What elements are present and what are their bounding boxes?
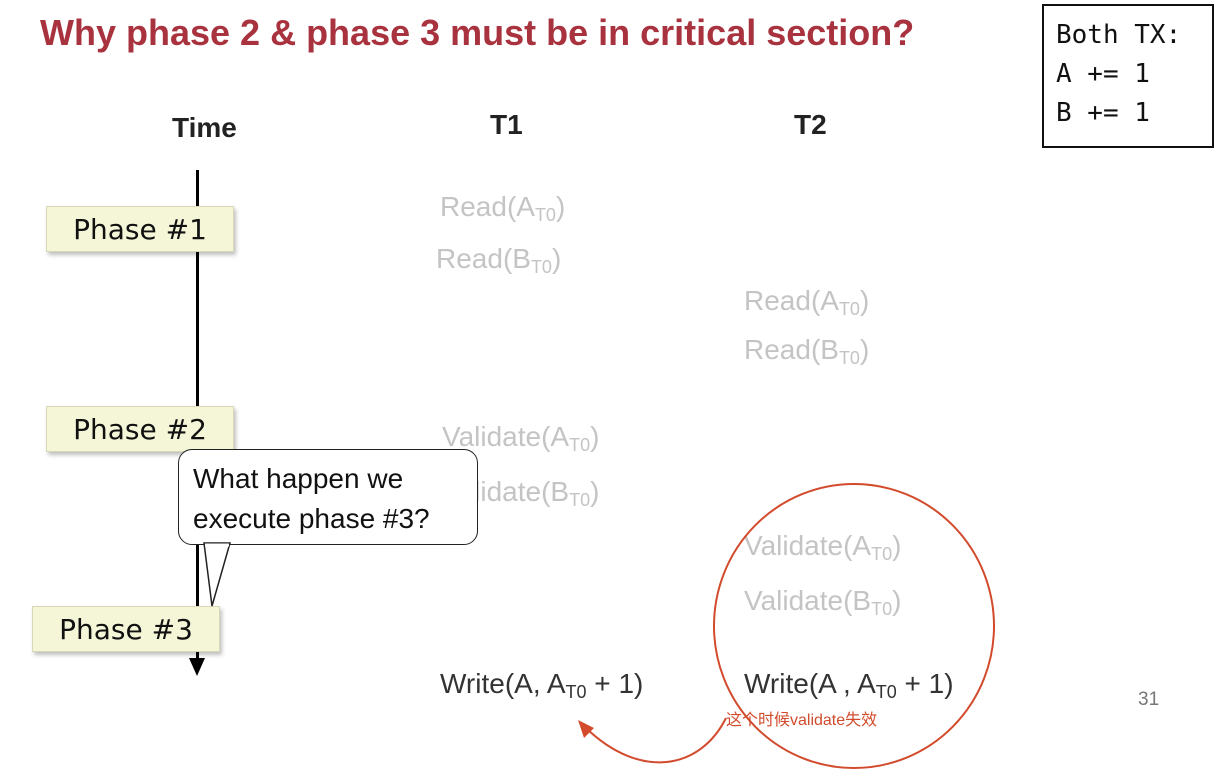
code-box: Both TX: A += 1 B += 1 bbox=[1042, 4, 1214, 148]
op-text-tail: ) bbox=[555, 191, 566, 222]
op-text: Write(A, A bbox=[440, 668, 566, 699]
op-text-tail: + 1) bbox=[896, 668, 954, 699]
op-text: Read(B bbox=[744, 334, 839, 365]
op-text-tail: ) bbox=[859, 334, 870, 365]
op-text-tail: ) bbox=[551, 243, 562, 274]
op-subscript: T0 bbox=[565, 682, 587, 702]
op-text: Validate(B bbox=[744, 585, 872, 616]
time-header: Time bbox=[172, 112, 237, 143]
t1-write-a: Write(A, AT0 + 1) bbox=[440, 668, 643, 703]
page-number: 31 bbox=[1138, 689, 1160, 710]
op-subscript: T0 bbox=[838, 348, 860, 368]
phase-3-label: Phase #3 bbox=[32, 606, 220, 652]
op-subscript: T0 bbox=[534, 205, 556, 225]
op-subscript: T0 bbox=[838, 299, 860, 319]
op-text: Validate(A bbox=[442, 421, 570, 452]
t2-read-a: Read(AT0) bbox=[744, 285, 869, 320]
op-text-tail: ) bbox=[892, 585, 902, 616]
op-text-tail: + 1) bbox=[586, 668, 644, 699]
callout-line-1: What happen we bbox=[193, 463, 404, 494]
op-text: Read(B bbox=[436, 243, 531, 274]
highlight-circle bbox=[713, 483, 995, 769]
op-subscript: T0 bbox=[875, 682, 897, 702]
op-text: Read(A bbox=[744, 285, 839, 316]
timeline-arrowhead bbox=[189, 658, 205, 676]
t2-read-b: Read(BT0) bbox=[744, 334, 869, 369]
t2-write-a: Write(A , AT0 + 1) bbox=[744, 668, 954, 703]
phase-1-label: Phase #1 bbox=[46, 206, 234, 252]
op-subscript: T0 bbox=[569, 435, 591, 455]
op-text-tail: ) bbox=[859, 285, 870, 316]
callout-bubble: What happen we execute phase #3? bbox=[178, 449, 478, 545]
op-subscript: T0 bbox=[569, 490, 591, 510]
code-line: Both TX: bbox=[1056, 20, 1182, 50]
t1-validate-a: Validate(AT0) bbox=[442, 421, 599, 456]
phase-2-label: Phase #2 bbox=[46, 406, 234, 452]
red-arrowhead bbox=[578, 720, 594, 738]
op-subscript: T0 bbox=[530, 257, 552, 277]
code-line: A += 1 bbox=[1056, 59, 1150, 89]
code-line: B += 1 bbox=[1056, 98, 1150, 128]
op-text: Write(A , A bbox=[744, 668, 876, 699]
t2-header: T2 bbox=[794, 109, 827, 140]
op-subscript: T0 bbox=[871, 544, 893, 564]
slide-title: Why phase 2 & phase 3 must be in critica… bbox=[40, 12, 915, 53]
t2-validate-b: Validate(BT0) bbox=[744, 585, 901, 620]
op-text-tail: ) bbox=[590, 476, 600, 507]
t1-read-a: Read(AT0) bbox=[440, 191, 565, 226]
t2-validate-a: Validate(AT0) bbox=[744, 530, 901, 565]
t1-header: T1 bbox=[490, 109, 523, 140]
t1-read-b: Read(BT0) bbox=[436, 243, 561, 278]
op-text-tail: ) bbox=[892, 530, 902, 561]
op-subscript: T0 bbox=[871, 599, 893, 619]
op-text-tail: ) bbox=[590, 421, 600, 452]
op-text: Read(A bbox=[440, 191, 535, 222]
op-text: Validate(A bbox=[744, 530, 872, 561]
callout-line-2: execute phase #3? bbox=[193, 503, 430, 534]
annotation-note: 这个时候validate失效 bbox=[726, 712, 878, 729]
callout-tail bbox=[203, 542, 231, 607]
red-arrow-curve bbox=[585, 717, 727, 764]
